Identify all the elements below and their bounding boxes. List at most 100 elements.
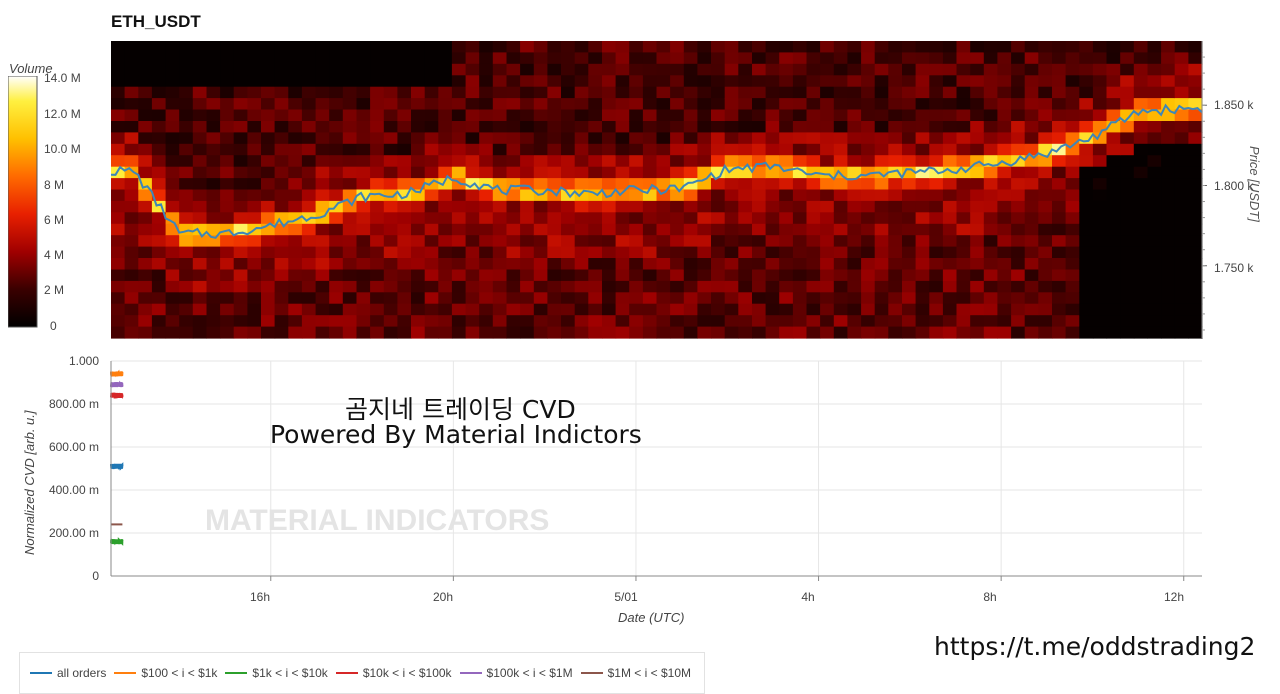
heatmap-cell [124,258,139,270]
heatmap-cell [411,269,426,282]
heatmap-cell [574,143,589,156]
heatmap-cell [1024,235,1039,248]
heatmap-cell [1120,292,1135,305]
telegram-url[interactable]: https://t.me/oddstrading2 [934,632,1256,661]
heatmap-cell [656,52,671,65]
heatmap-cell [574,280,589,293]
heatmap-cell [929,303,944,316]
colorbar-tick: 2 M [44,283,65,297]
heatmap-cell [424,41,439,53]
heatmap-cell [1174,258,1189,270]
heatmap-cell [656,63,671,76]
heatmap-cell [533,155,548,168]
heatmap-cell [479,121,494,133]
heatmap-cell [929,269,944,282]
heatmap-cell [1120,280,1135,293]
heatmap-cell [588,246,603,259]
heatmap-cell [656,326,671,339]
heatmap-cell [615,280,630,293]
heatmap-cell [588,212,603,225]
heatmap-cell [779,269,794,282]
heatmap-cell [370,109,385,122]
heatmap-cell [233,109,248,122]
heatmap-cell [411,292,426,305]
heatmap-cell [1052,235,1067,248]
heatmap-cell [301,143,317,156]
heatmap-cell [670,41,685,53]
heatmap-cell [383,75,398,88]
heatmap-cell [956,258,971,270]
heatmap-cell [1038,326,1053,339]
heatmap-cell [847,326,862,339]
heatmap-cell [1079,235,1094,248]
heatmap-cell [983,98,998,111]
heatmap-cell [138,86,153,99]
heatmap-cell [1092,315,1108,328]
heatmap-cell [629,223,644,236]
heatmap-cell [561,178,576,191]
heatmap-cell [779,189,794,202]
heatmap-cell [1147,86,1162,99]
heatmap-cell [247,86,262,99]
legend-item[interactable]: $100 < i < $1k [114,666,217,680]
heatmap-cell [1106,200,1121,213]
heatmap-cell [1038,52,1053,65]
heatmap-cell [929,143,944,156]
heatmap-cell [1120,52,1135,65]
heatmap-cell [711,109,726,122]
heatmap-cell [588,292,603,305]
heatmap-cell [274,63,289,76]
legend-item[interactable]: $100k < i < $1M [459,666,573,680]
heatmap-cell [874,41,889,53]
heatmap-cell [315,41,330,53]
heatmap-cell [792,246,808,259]
heatmap-cell [151,292,167,305]
legend-item[interactable]: $10k < i < $100k [335,666,452,680]
heatmap-cell [1092,178,1108,191]
heatmap-cell [861,280,876,293]
heatmap-cell [342,303,357,316]
heatmap-cell [179,166,194,179]
heatmap-cell [111,315,126,328]
heatmap-cell [370,86,385,99]
heatmap-cell [752,63,767,76]
legend-item[interactable]: $1M < i < $10M [580,666,691,680]
heatmap-cell [752,86,767,99]
heatmap-cell [983,41,998,53]
heatmap-cell [874,235,889,248]
heatmap-cell [820,326,835,339]
heatmap-cell [220,303,235,316]
heatmap-cell [138,315,153,328]
heatmap-cell [711,178,726,191]
heatmap-cell [1120,75,1135,88]
heatmap-cell [1106,143,1121,156]
heatmap-cell [670,155,685,168]
heatmap-cell [970,246,985,259]
heatmap-cell [151,246,167,259]
heatmap-cell [615,235,630,248]
heatmap-cell [915,200,930,213]
heatmap-cell [765,109,780,122]
heatmap-cell [1065,86,1080,99]
heatmap-cell [915,189,930,202]
heatmap-cell [915,52,930,65]
heatmap-cell [915,98,930,111]
heatmap-cell [942,63,958,76]
heatmap-cell [847,98,862,111]
heatmap-cell [915,75,930,88]
legend-item[interactable]: $1k < i < $10k [225,666,328,680]
heatmap-cell [574,98,589,111]
heatmap-cell [383,223,398,236]
heatmap-cell [779,143,794,156]
chart-title: ETH_USDT [111,12,201,31]
heatmap-cell [1052,132,1067,145]
heatmap-cell [383,109,398,122]
heatmap-cell [1052,109,1067,122]
legend-item[interactable]: all orders [30,666,106,680]
heatmap-cell [274,52,289,65]
cvd-series [110,369,124,546]
heatmap-cell [970,178,985,191]
heatmap-cell [151,223,167,236]
heatmap-cell [915,121,930,133]
heatmap-cell [806,121,821,133]
